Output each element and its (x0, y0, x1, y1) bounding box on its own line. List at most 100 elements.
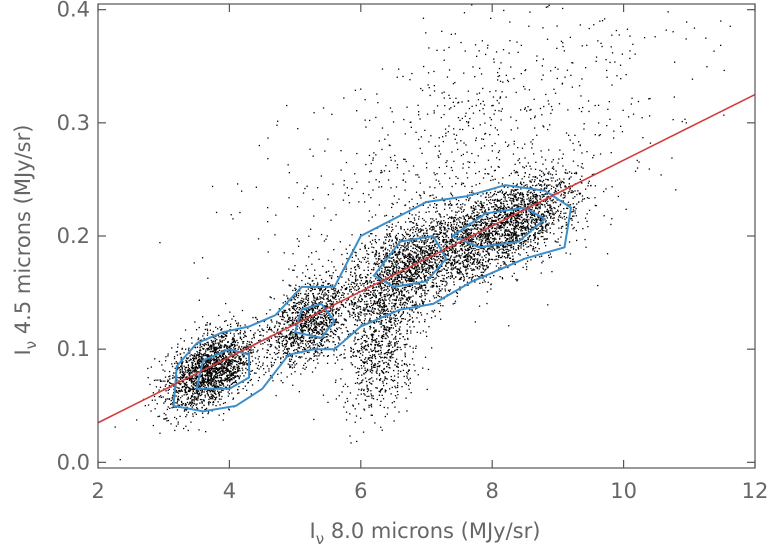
data-point (398, 290, 400, 293)
data-point (173, 406, 175, 409)
data-point (326, 323, 328, 325)
data-point (294, 364, 296, 366)
data-point (380, 295, 382, 297)
data-point (370, 350, 373, 352)
data-point (359, 308, 362, 310)
data-point (365, 295, 367, 298)
data-point (341, 276, 343, 278)
data-point (353, 302, 356, 304)
data-point (327, 401, 329, 403)
data-point (159, 380, 162, 382)
data-point (198, 351, 201, 353)
data-point (184, 404, 186, 406)
data-point (294, 317, 296, 319)
data-point (288, 329, 290, 331)
data-point (214, 364, 216, 366)
data-point (412, 351, 414, 353)
data-point (211, 341, 213, 343)
data-point (324, 315, 326, 317)
data-point (236, 375, 238, 378)
data-point (389, 367, 391, 369)
data-point (227, 395, 229, 397)
data-point (339, 354, 341, 357)
data-point (402, 295, 404, 297)
data-point (316, 323, 318, 325)
data-point (158, 360, 161, 363)
data-point (255, 363, 257, 365)
data-point (325, 325, 327, 327)
data-point (411, 358, 414, 360)
data-point (401, 306, 403, 309)
data-point (304, 329, 306, 332)
data-point (283, 348, 286, 350)
data-point (405, 281, 408, 283)
data-point (399, 316, 402, 318)
data-point (315, 299, 318, 301)
data-point (196, 354, 198, 357)
data-point (207, 376, 209, 378)
data-point (269, 296, 271, 298)
data-point (277, 314, 280, 316)
data-point (219, 372, 222, 374)
data-point (475, 202, 478, 204)
data-point (278, 349, 280, 352)
data-point (223, 333, 225, 335)
data-point (291, 316, 294, 319)
data-point (397, 373, 399, 375)
data-point (453, 259, 455, 262)
data-point (242, 364, 244, 366)
data-point (294, 309, 296, 312)
data-point (228, 386, 230, 389)
data-point (358, 371, 360, 373)
data-point (423, 224, 425, 226)
data-point (313, 329, 315, 331)
data-point (315, 337, 318, 339)
data-point (245, 363, 247, 365)
data-point (299, 329, 302, 331)
data-point (296, 335, 299, 337)
data-point (206, 393, 208, 395)
data-point (397, 270, 400, 272)
data-point (308, 346, 310, 348)
data-point (387, 249, 389, 251)
data-point (333, 329, 336, 331)
data-point (234, 344, 236, 346)
data-point (394, 344, 396, 346)
data-point (276, 329, 279, 331)
data-point (476, 266, 479, 269)
data-point (211, 374, 213, 376)
data-point (318, 331, 320, 333)
data-point (232, 366, 234, 368)
data-point (171, 365, 174, 368)
data-point (194, 366, 196, 368)
data-point (311, 280, 313, 282)
data-point (376, 370, 378, 372)
data-point (309, 357, 311, 359)
data-point (436, 259, 438, 261)
data-point (304, 283, 307, 285)
data-point (374, 329, 376, 331)
data-point (304, 322, 306, 324)
data-point (380, 340, 382, 342)
data-point (219, 354, 221, 357)
data-point (207, 349, 209, 351)
data-point (394, 279, 396, 281)
data-point (363, 365, 365, 367)
data-point (383, 325, 385, 327)
data-point (350, 291, 352, 293)
data-point (395, 361, 397, 363)
data-point (205, 381, 207, 383)
data-point (322, 337, 325, 339)
data-point (370, 343, 372, 345)
data-point (201, 383, 203, 386)
data-point (449, 289, 451, 291)
data-point (289, 336, 291, 338)
data-point (150, 410, 152, 412)
data-point (209, 401, 212, 404)
data-point (370, 302, 372, 304)
data-point (370, 360, 373, 362)
data-point (439, 228, 442, 230)
data-point (292, 334, 294, 336)
data-point (269, 329, 271, 331)
data-point (332, 315, 334, 317)
